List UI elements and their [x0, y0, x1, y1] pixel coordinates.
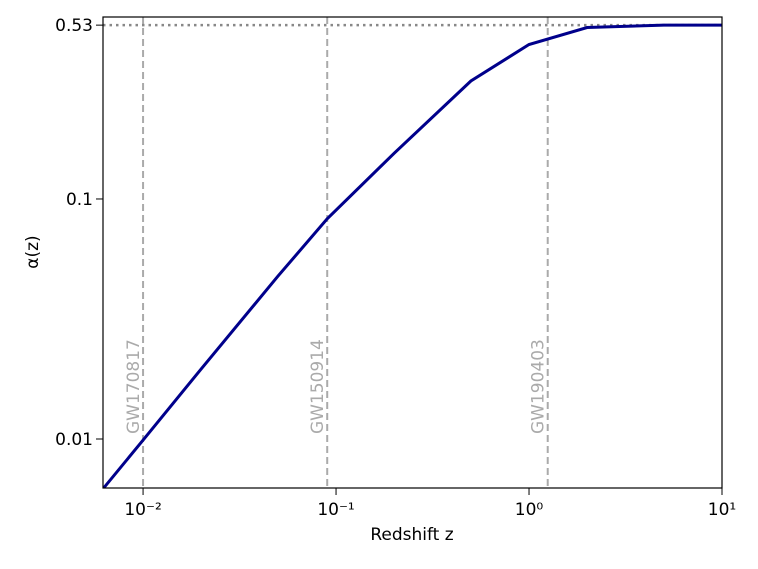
y-tick-label: 0.53: [55, 16, 93, 36]
event-label: GW190403: [529, 339, 549, 434]
curve: [103, 23, 722, 488]
y-axis-label: α(z): [23, 235, 43, 268]
event-label: GW170817: [124, 339, 144, 434]
plot-frame: [102, 16, 723, 489]
event-label: GW150914: [308, 339, 328, 434]
x-tick-label: 10⁻¹: [317, 500, 354, 520]
x-axis-label: Redshift z: [370, 525, 453, 545]
x-tick-label: 10⁰: [515, 500, 544, 520]
x-tick-label: 10¹: [708, 500, 736, 520]
y-tick-label: 0.1: [66, 190, 93, 210]
y-tick-label: 0.01: [55, 430, 93, 450]
x-tick-label: 10⁻²: [124, 500, 161, 520]
